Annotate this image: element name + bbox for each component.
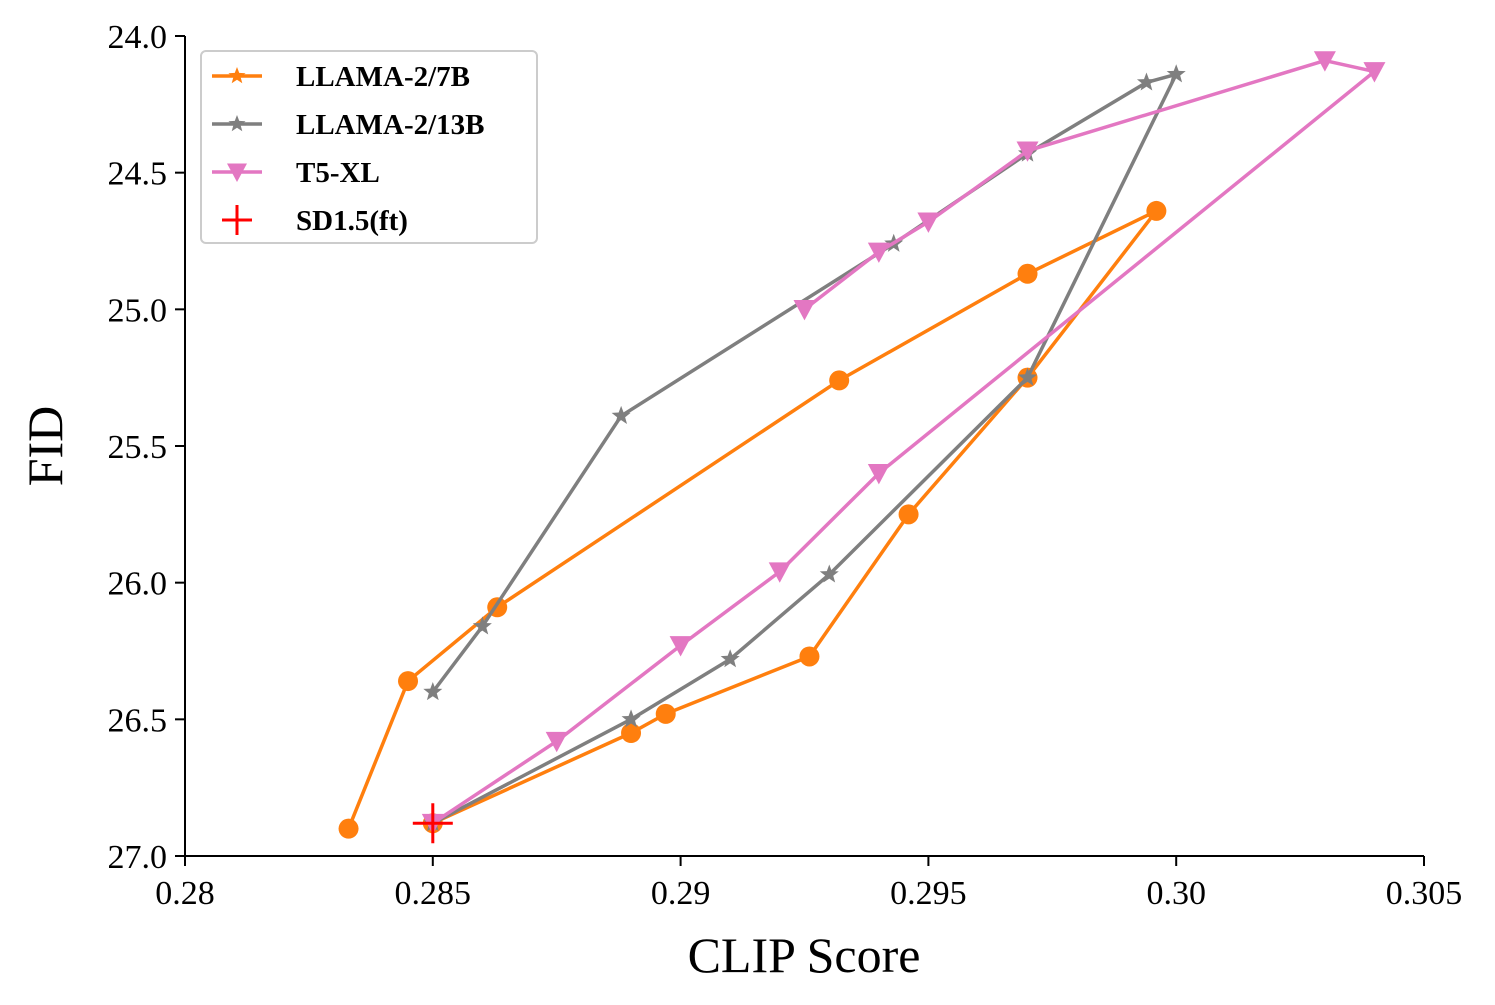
legend-marker xyxy=(228,115,246,132)
data-point xyxy=(867,242,890,263)
data-point xyxy=(1136,72,1156,91)
legend-item: T5-XL xyxy=(212,157,380,189)
data-point xyxy=(898,504,919,525)
data-point xyxy=(472,616,492,635)
data-point xyxy=(621,723,642,743)
legend-item: SD1.5(ft) xyxy=(222,205,408,237)
data-point xyxy=(338,818,359,839)
data-point xyxy=(423,682,443,701)
legend-item: LLAMA-2/13B xyxy=(212,109,485,141)
legend-label: SD1.5(ft) xyxy=(296,205,408,237)
axes: 0.28 0.285 0.29 0.295 0.30 0.305 24.0 24.5 25.0… xyxy=(108,19,1463,912)
y-ticks: 24.0 24.5 25.0 25.5 26.0 26.5 27.0 xyxy=(108,19,185,876)
data-point xyxy=(398,671,419,692)
data-point xyxy=(545,731,568,753)
data-point xyxy=(412,803,453,844)
legend-item: LLAMA-2/7B xyxy=(212,61,470,93)
data-point xyxy=(917,212,940,233)
data-point xyxy=(867,463,890,485)
legend-marker xyxy=(227,163,247,182)
y-tick-label: 25.0 xyxy=(108,292,168,329)
data-point xyxy=(829,370,850,391)
y-axis-title: FID xyxy=(17,406,73,487)
data-point xyxy=(669,636,692,657)
y-tick-label: 26.5 xyxy=(108,702,168,739)
series-llama-2-7b xyxy=(338,200,1167,839)
x-tick-label: 0.295 xyxy=(890,875,967,912)
series-sd1-5-ft- xyxy=(412,803,453,844)
series-line xyxy=(431,72,1178,825)
x-axis-title: CLIP Score xyxy=(688,927,921,983)
legend: LLAMA-2/7B LLAMA-2/13B T5-XL SD1.5(ft) xyxy=(200,50,538,244)
y-tick-label: 25.5 xyxy=(108,429,168,466)
x-ticks: 0.28 0.285 0.29 0.295 0.30 0.305 xyxy=(155,856,1462,912)
data-point xyxy=(1018,367,1038,386)
data-point xyxy=(1017,263,1038,284)
x-tick-label: 0.285 xyxy=(395,875,472,912)
data-point xyxy=(655,703,676,724)
data-point xyxy=(1313,51,1336,72)
data-point xyxy=(611,405,631,425)
y-tick-label: 26.0 xyxy=(108,566,168,603)
data-point xyxy=(1166,64,1186,83)
data-point xyxy=(1146,200,1167,221)
data-point xyxy=(720,649,740,668)
legend-marker xyxy=(228,67,246,84)
legend-label: LLAMA-2/13B xyxy=(296,109,485,141)
series-line xyxy=(431,58,1377,825)
legend-items: LLAMA-2/7B LLAMA-2/13B T5-XL SD1.5(ft) xyxy=(212,61,485,237)
y-tick-label: 24.0 xyxy=(108,19,168,56)
data-point xyxy=(1016,141,1039,162)
legend-frame xyxy=(200,50,538,244)
data-point xyxy=(793,299,816,321)
data-point xyxy=(1363,62,1386,83)
legend-label: LLAMA-2/7B xyxy=(296,61,470,93)
data-point xyxy=(799,646,820,667)
data-point xyxy=(621,709,641,728)
y-tick-label: 27.0 xyxy=(108,839,168,876)
y-tick-label: 24.5 xyxy=(108,156,168,193)
series-line xyxy=(346,209,1159,830)
data-point xyxy=(819,564,839,583)
x-tick-label: 0.305 xyxy=(1386,875,1463,912)
data-point xyxy=(768,562,791,583)
series-group xyxy=(338,51,1386,844)
x-tick-label: 0.28 xyxy=(155,875,215,912)
legend-marker xyxy=(222,205,252,235)
series-t5-xl xyxy=(421,51,1386,835)
legend-label: T5-XL xyxy=(296,157,380,189)
x-tick-label: 0.30 xyxy=(1146,875,1206,912)
x-tick-label: 0.29 xyxy=(651,875,711,912)
